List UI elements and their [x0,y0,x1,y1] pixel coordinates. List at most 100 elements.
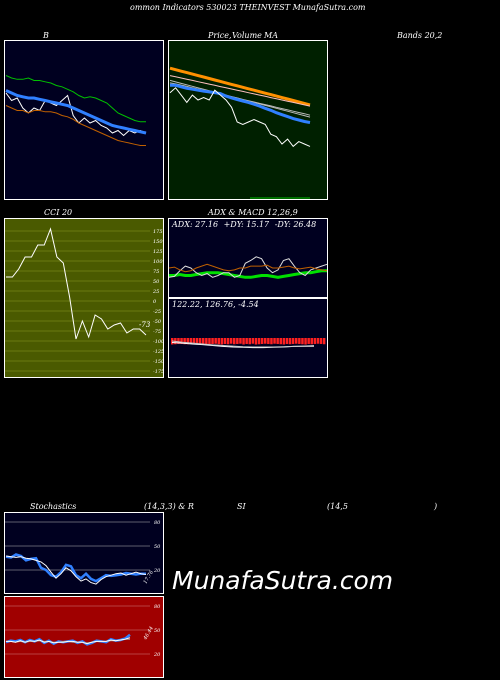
cci-line [6,227,147,340]
macd-histogram-bar [192,338,196,344]
macd-signal-line [171,340,314,348]
macd-histogram-bar [189,338,193,344]
label-stoch-e: ) [434,502,438,511]
label-b: B [43,31,49,40]
macd-histogram-bar [245,338,248,344]
bollinger-upper-line [5,75,146,123]
macd-histogram-bar [211,338,214,344]
macd-histogram-bar [205,338,208,345]
macd-histogram-bar [254,338,258,345]
macd-histogram-bar [260,338,264,344]
adx-plus-di-line [168,256,328,278]
macd-histogram-bar [242,338,245,345]
macd-histogram-bar [223,338,227,344]
label-bands: Bands 20,2 [397,31,443,40]
macd-histogram-bar [310,338,313,345]
bollinger-lower-line [5,105,146,146]
cci-tick-label: 25 [152,289,159,295]
macd-histogram-bar [267,338,270,344]
macd-histogram-bar [202,338,205,344]
macd-histogram-bar [270,338,273,345]
cci-tick-label: 100 [153,259,163,265]
label-stoch-c: SI [237,502,246,511]
macd-histogram-bar [220,338,224,345]
macd-histogram-bar [307,338,310,344]
rsi-tick-label: 20 [153,652,161,658]
macd-histogram-bar [229,338,233,344]
macd-histogram-bar [291,338,295,344]
cci-tick-label: 175 [153,229,163,235]
price-ma-orange-line [169,66,311,107]
macd-histogram-bar [233,338,236,345]
macd-histogram-bar [322,338,326,345]
macd-histogram-bar [183,338,186,345]
stochastics-panel [4,512,164,594]
adx-values: ADX: 27.16 +DY: 15.17 -DY: 26.48 [172,220,316,229]
macd-histogram-bar [276,338,279,344]
macd-histogram-bar [177,338,180,344]
macd-histogram-bar [257,338,261,345]
adx-panel [168,218,328,298]
macd-histogram-bar [288,338,292,345]
macd-histogram-bar [195,338,199,344]
watermark: MunafaSutra.com [172,566,394,595]
cci-tick-label: -75 [153,329,161,335]
cci-tick-label: 150 [153,239,163,245]
rsi-thin-line [6,637,131,645]
label-volume: Volume [232,31,262,40]
macd-histogram-bar [273,338,276,344]
stoch-tick-label: 50 [154,544,161,550]
rsi-tick-label: 80 [154,604,161,610]
macd-histogram-bar [239,338,242,344]
cci-tick-label: -125 [153,349,164,355]
cci-last-value: -73 [139,321,151,329]
cci-tick-label: 50 [153,279,160,285]
cci-tick-label: -25 [153,309,161,315]
stoch-tick-label: 20 [153,568,161,574]
cci-tick-label: 0 [153,299,157,305]
cci-tick-label: -50 [153,319,162,325]
macd-histogram-bar [214,338,217,344]
macd-histogram-bar [180,338,183,344]
label-stoch-a: Stochastics [30,502,77,511]
bollinger-panel [4,40,164,200]
macd-histogram-bar [217,338,220,345]
macd-histogram-bar [208,338,211,345]
macd-histogram-bar [282,338,286,345]
adx-minus-di-line [168,263,328,273]
macd-histogram-bar [285,338,289,344]
minus-di-value: -DY: 26.48 [274,220,317,229]
price-price-line [169,87,311,148]
price-ma-pink-line [169,75,311,107]
rsi-tick-label: 50 [154,628,161,634]
macd-histogram-bar [264,338,267,344]
macd-values: 122.22, 126.76, -4.54 [172,300,259,309]
page-title: ommon Indicators 530023 THEINVEST Munafa… [130,3,366,12]
macd-histogram-bar [198,338,202,345]
macd-histogram-bar [236,338,239,344]
label-price: Price, [208,31,232,40]
cci-panel [4,218,164,378]
macd-histogram-bar [298,338,301,344]
label-ma: MA [264,31,278,40]
macd-histogram-bar [316,338,320,344]
adx-value: ADX: 27.16 [172,220,219,229]
macd-histogram-bar [313,338,317,344]
cci-tick-label: 125 [153,249,163,255]
label-adx-macd: ADX & MACD 12,26,9 [208,208,298,217]
macd-histogram-bar [279,338,282,345]
rsi-last-value: 46.44 [142,626,155,642]
cci-tick-label: 75 [153,269,159,275]
rsi-panel [4,596,164,678]
macd-histogram-bar [248,338,251,345]
cci-tick-label: -100 [153,339,165,345]
stoch-d-line [5,555,147,585]
price-ma-blue-line [170,83,311,124]
label-stoch-b: (14,3,3) & R [144,502,194,511]
macd-histogram-bar [301,338,304,345]
bollinger-mid-line [5,89,147,135]
cci-tick-label: -175 [153,369,164,375]
label-cci: CCI 20 [44,208,73,217]
label-stoch-d: (14,5 [327,502,348,511]
